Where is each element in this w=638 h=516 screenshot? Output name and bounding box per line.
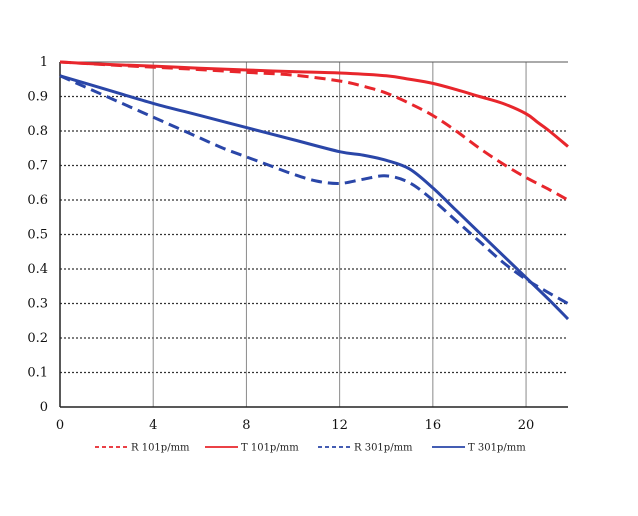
chart-series: [59, 60, 570, 321]
x-tick-labels: 0 4 8 12 16 20: [56, 418, 534, 433]
x-tick-label: 20: [518, 418, 535, 433]
x-tick-label: 16: [425, 418, 442, 433]
chart-legend: R 101p/mm T 101p/mm R 301p/mm T 301p/mm: [95, 443, 526, 454]
legend-label-1: R 101p/mm: [131, 443, 190, 454]
legend-label-3: R 301p/mm: [354, 443, 413, 454]
legend-label-4: T 301p/mm: [468, 443, 526, 454]
y-tick-label: 0: [40, 400, 48, 415]
x-tick-label: 8: [242, 418, 250, 433]
y-tick-label: 0.9: [27, 90, 48, 105]
x-tick-label: 4: [149, 418, 157, 433]
chart-grid: [60, 62, 568, 407]
y-tick-label: 0.4: [27, 262, 48, 277]
y-tick-label: 0.1: [27, 366, 48, 381]
series-line-3: [59, 74, 569, 305]
legend-label-2: T 101p/mm: [241, 443, 299, 454]
y-tick-label: 0.5: [27, 228, 48, 243]
x-tick-label: 0: [56, 418, 64, 433]
y-tick-label: 0.8: [27, 124, 48, 139]
series-line-2: [59, 60, 569, 148]
y-tick-label: 0.2: [27, 331, 48, 346]
y-tick-label: 1: [40, 55, 48, 70]
y-tick-label: 0.6: [27, 193, 48, 208]
x-tick-label: 12: [331, 418, 348, 433]
y-tick-label: 0.7: [27, 159, 48, 174]
series-line-4: [59, 74, 570, 321]
y-tick-labels: 0 0.1 0.2 0.3 0.4 0.5 0.6 0.7 0.8 0.9 1: [27, 55, 48, 415]
chart-axes: [59, 61, 568, 408]
y-tick-label: 0.3: [27, 297, 48, 312]
